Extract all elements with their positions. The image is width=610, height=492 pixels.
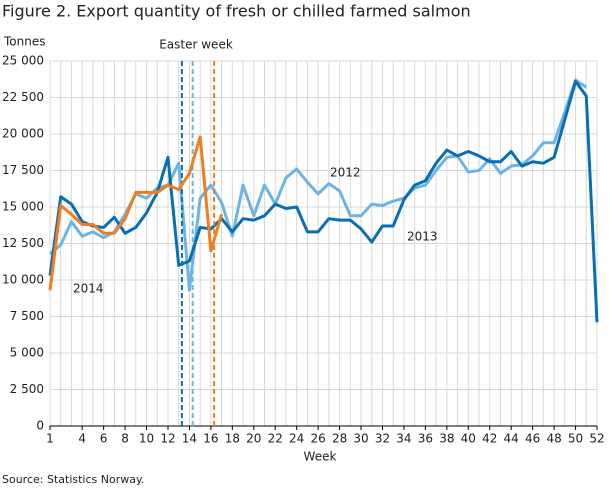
y-tick-label: 12 500 xyxy=(2,236,44,250)
x-tick-label: 22 xyxy=(268,432,283,446)
x-tick-label: 12 xyxy=(160,432,175,446)
y-tick-label: 22 500 xyxy=(2,90,44,104)
x-tick-label: 20 xyxy=(246,432,261,446)
x-tick-label: 14 xyxy=(182,432,197,446)
x-tick-label: 50 xyxy=(568,432,583,446)
y-tick-label: 17 500 xyxy=(2,163,44,177)
x-tick-label: 34 xyxy=(396,432,411,446)
x-tick-label: 6 xyxy=(100,432,108,446)
x-tick-label: 16 xyxy=(203,432,218,446)
y-axis-label: Tonnes xyxy=(3,35,45,49)
series-label: 2013 xyxy=(407,230,438,244)
y-tick-label: 20 000 xyxy=(2,127,44,141)
x-tick-label: 42 xyxy=(482,432,497,446)
x-tick-label: 4 xyxy=(78,432,86,446)
x-tick-label: 32 xyxy=(375,432,390,446)
x-tick-label: 36 xyxy=(418,432,433,446)
x-tick-label: 30 xyxy=(353,432,368,446)
x-tick-label: 40 xyxy=(461,432,476,446)
x-tick-label: 52 xyxy=(589,432,604,446)
x-tick-label: 24 xyxy=(289,432,304,446)
y-tick-label: 0 xyxy=(36,419,44,433)
x-tick-label: 44 xyxy=(504,432,519,446)
series-line xyxy=(49,78,588,292)
x-tick-label: 1 xyxy=(46,432,54,446)
y-tick-label: 5 000 xyxy=(10,346,44,360)
y-tick-label: 15 000 xyxy=(2,200,44,214)
source: Source: Statistics Norway. xyxy=(2,473,144,486)
x-tick-label: 46 xyxy=(525,432,540,446)
x-tick-label: 26 xyxy=(310,432,325,446)
x-axis-label: Week xyxy=(304,450,337,464)
y-tick-label: 25 000 xyxy=(2,54,44,68)
y-tick-label: 2 500 xyxy=(10,382,44,396)
chart-title: Figure 2. Export quantity of fresh or ch… xyxy=(2,2,471,21)
x-tick-label: 18 xyxy=(225,432,240,446)
series-line xyxy=(48,135,224,291)
annotation: Easter week xyxy=(159,38,233,52)
y-tick-label: 7 500 xyxy=(10,309,44,323)
x-tick-label: 10 xyxy=(139,432,154,446)
x-tick-label: 38 xyxy=(439,432,454,446)
y-tick-label: 10 000 xyxy=(2,273,44,287)
x-tick-label: 48 xyxy=(546,432,561,446)
series-label: 2012 xyxy=(330,166,361,180)
x-tick-label: 28 xyxy=(332,432,347,446)
x-tick-label: 8 xyxy=(121,432,129,446)
series-label: 2014 xyxy=(73,282,104,296)
series-line xyxy=(48,79,599,323)
